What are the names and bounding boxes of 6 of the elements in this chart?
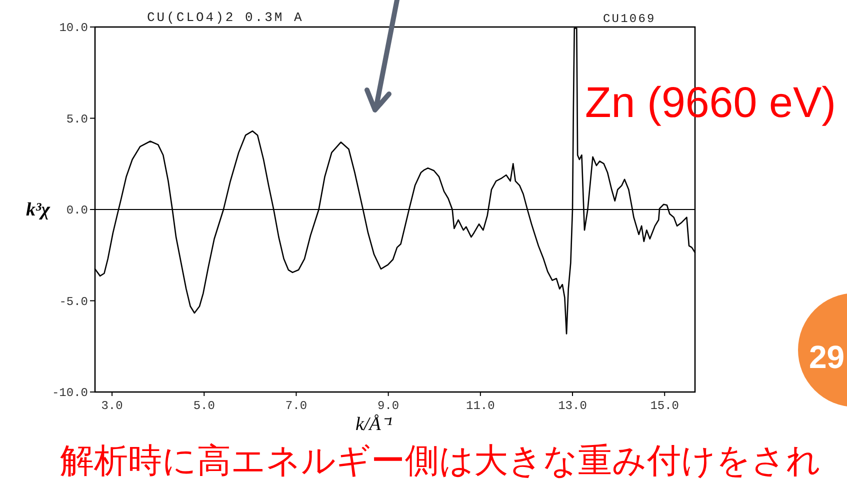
- title: CU(CLO4)2 0.3M A: [147, 10, 304, 25]
- ylabel: k³χ: [26, 200, 50, 220]
- annotation: 29: [809, 339, 845, 375]
- annotation: 解析時に高エネルギー側は大きな重み付けをされ: [60, 442, 821, 480]
- annotation: CU1069: [603, 12, 656, 26]
- xlabel: k/Å⁻¹: [356, 414, 392, 435]
